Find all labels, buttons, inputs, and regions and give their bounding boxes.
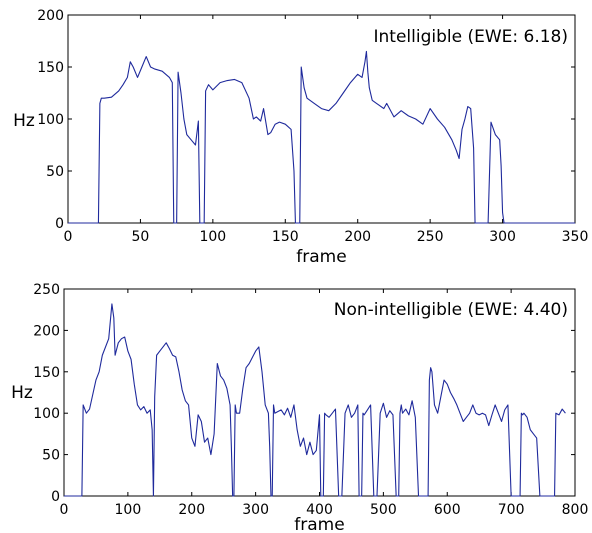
x-tick-label: 0 [60,502,69,518]
x-tick-label: 600 [434,502,461,518]
x-ticks-top: 0 50 100 150 200 250 300 350 [64,15,589,245]
pitch-series-line [68,50,575,224]
y-ticks-top: 0 50 100 150 200 [37,8,575,232]
x-tick-label: 700 [498,502,525,518]
y-tick-label: 50 [46,164,64,180]
x-axis-label-top: frame [296,247,346,267]
x-tick-label: 300 [242,502,269,518]
pitch-series-line [64,303,566,497]
series-bottom [64,303,566,497]
y-tick-label: 0 [55,216,64,232]
x-tick-label: 200 [344,229,371,245]
y-tick-label: 0 [51,489,60,505]
chart-top: 0 50 100 150 200 250 300 350 0 50 100 150 200 Intel… [13,8,588,267]
x-tick-label: 100 [115,502,142,518]
y-axis-label-top: Hz [13,111,35,131]
x-tick-label: 500 [370,502,397,518]
y-tick-label: 150 [33,365,60,381]
x-tick-label: 50 [132,229,150,245]
y-tick-label: 100 [33,406,60,422]
chart-title-bottom: Non-intelligible (EWE: 4.40) [334,300,568,320]
x-tick-label: 300 [489,229,516,245]
y-tick-label: 150 [37,60,64,76]
x-tick-label: 800 [562,502,589,518]
y-tick-label: 200 [33,323,60,339]
x-ticks-bottom: 0 100 200 300 400 500 600 700 800 [60,289,589,518]
x-tick-label: 400 [306,502,333,518]
y-axis-label-bottom: Hz [11,383,33,403]
plot-area-top [67,14,576,224]
plot-area-bottom [63,288,576,497]
x-tick-label: 350 [562,229,589,245]
chart-bottom: 0 100 200 300 400 500 600 700 800 0 50 100 150 200 25… [11,282,588,533]
series-top [68,50,575,224]
y-tick-label: 100 [37,112,64,128]
y-tick-label: 200 [37,8,64,24]
x-tick-label: 250 [417,229,444,245]
x-tick-label: 0 [64,229,73,245]
y-tick-label: 250 [33,282,60,298]
chart-title-top: Intelligible (EWE: 6.18) [373,27,568,47]
x-tick-label: 150 [272,229,299,245]
x-tick-label: 200 [178,502,205,518]
y-ticks-bottom: 0 50 100 150 200 250 [33,282,575,505]
x-tick-label: 100 [199,229,226,245]
x-axis-label-bottom: frame [294,515,344,533]
y-tick-label: 50 [42,448,60,464]
